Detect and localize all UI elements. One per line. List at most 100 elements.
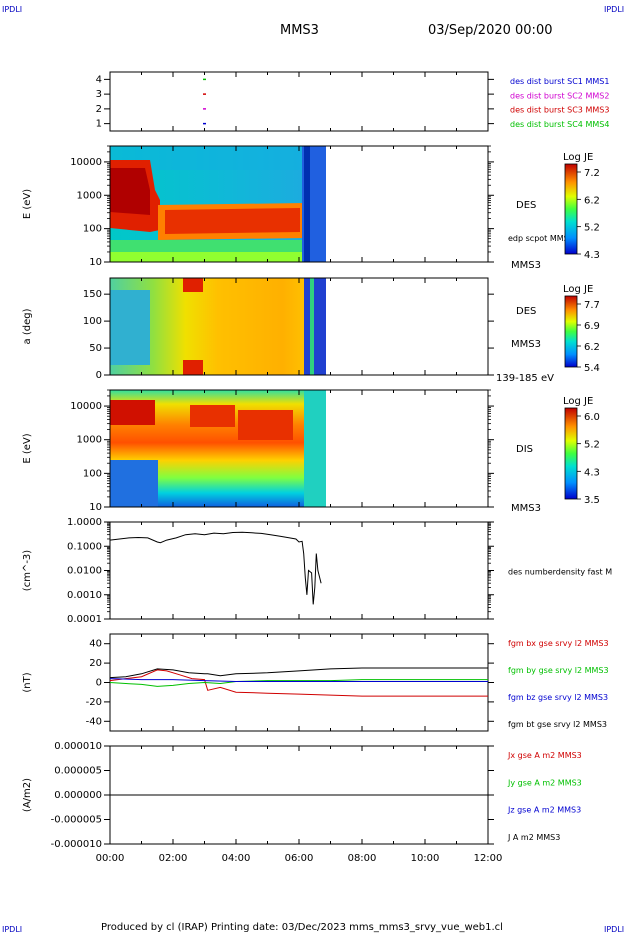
panel-frame: [109, 633, 489, 732]
corner-label-tl: IPDLI: [2, 5, 22, 14]
y-tick-label: 4: [96, 74, 102, 85]
y-tick-label: 10: [89, 257, 102, 268]
page-date: 03/Sep/2020 00:00: [428, 23, 552, 38]
legend-entry: des dist burst SC1 MMS1: [510, 77, 609, 86]
legend-entry: fgm by gse srvy l2 MMS3: [508, 666, 609, 675]
y-axis-label: E (eV): [22, 433, 33, 463]
y-tick-label: -0.000005: [51, 815, 102, 826]
x-tick-label: 10:00: [411, 853, 440, 864]
y-tick-label: 2: [96, 104, 102, 115]
panel-frame: [109, 521, 489, 620]
x-tick-label: 02:00: [159, 853, 188, 864]
colorbar-tick-label: 4.3: [584, 467, 600, 478]
panel-right-label: DIS: [516, 444, 533, 455]
y-axis-label: (A/m2): [22, 778, 33, 812]
legend-entry: Jy gse A m2 MMS3: [507, 778, 582, 787]
colorbar-title: Log JE: [563, 152, 593, 163]
y-axis-label: a (deg): [22, 308, 33, 344]
des-energy-warm-belt-core: [165, 208, 300, 234]
colorbar-tick-label: 3.5: [584, 495, 600, 506]
panel-frame: [109, 71, 489, 132]
des-energy-hot-core: [110, 168, 150, 215]
y-axis-label: (cm^-3): [22, 550, 33, 591]
panel-right-label: 139-185 eV: [496, 373, 554, 384]
dis-energy-blue-left: [110, 460, 158, 507]
legend-entry: fgm bz gse srvy l2 MMS3: [508, 693, 608, 702]
dis-energy-hot-top: [110, 400, 155, 425]
des-energy-end-strip-dark: [304, 146, 310, 262]
des-pitch-hot-top: [183, 278, 203, 292]
y-tick-label: 1.0000: [67, 517, 102, 528]
colorbar-tick-label: 6.0: [584, 412, 600, 423]
y-tick-label: 1000: [77, 435, 102, 446]
y-tick-label: 10000: [70, 157, 102, 168]
y-tick-label: 3: [96, 89, 102, 100]
series-line: [109, 679, 488, 687]
colorbar-tick-label: 6.2: [584, 342, 600, 353]
y-tick-label: 100: [83, 468, 102, 479]
colorbar-tick-label: 4.3: [584, 250, 600, 261]
des-pitch-hot-bottom: [183, 360, 203, 375]
y-axis-label: (nT): [22, 672, 33, 692]
legend-entry: fgm bt gse srvy l2 MMS3: [508, 720, 607, 729]
x-tick-label: 04:00: [222, 853, 251, 864]
panel-right-label: DES: [516, 200, 536, 211]
panel-right-label: DES: [516, 306, 536, 317]
colorbar-tick-label: 5.2: [584, 440, 600, 451]
x-tick-label: 12:00: [474, 853, 503, 864]
y-tick-label: 0.0001: [67, 614, 102, 625]
dis-energy-hot-right: [238, 410, 293, 440]
y-tick-label: 50: [89, 343, 102, 354]
page-title: MMS3: [280, 23, 319, 38]
series-line: [109, 667, 488, 679]
legend-entry: des dist burst SC3 MMS3: [510, 106, 609, 115]
des-pitch-end-strip-green: [310, 278, 314, 375]
panel-right-label: MMS3: [511, 339, 541, 350]
series-line: [109, 678, 488, 682]
colorbar-tick-label: 5.4: [584, 363, 600, 374]
x-tick-label: 08:00: [348, 853, 377, 864]
panel-right-label: edp scpot MMS3: [508, 234, 574, 243]
x-tick-label: 00:00: [96, 853, 125, 864]
colorbar-tick-label: 6.9: [584, 321, 600, 332]
footer-text: Produced by cl (IRAP) Printing date: 03/…: [101, 922, 503, 933]
colorbar: [564, 407, 578, 500]
dis-energy-end-strip: [304, 390, 326, 507]
y-tick-label: 0: [96, 370, 102, 381]
y-tick-label: 1: [96, 119, 102, 130]
legend-entry: des numberdensity fast M: [508, 568, 612, 577]
colorbar-tick-label: 7.2: [584, 168, 600, 179]
legend-entry: des dist burst SC2 MMS2: [510, 91, 609, 100]
y-tick-label: 40: [89, 639, 102, 650]
des-energy-bottom-band: [110, 252, 326, 262]
y-tick-label: -0.000010: [51, 839, 102, 850]
colorbar-tick-label: 5.2: [584, 223, 600, 234]
y-tick-label: 0.1000: [67, 541, 102, 552]
panel-right-label: MMS3: [511, 260, 541, 271]
x-tick-label: 06:00: [285, 853, 314, 864]
y-tick-label: 1000: [77, 190, 102, 201]
legend-entry: fgm bx gse srvy l2 MMS3: [508, 639, 609, 648]
y-tick-label: 0: [96, 678, 102, 689]
corner-label-bl: IPDLI: [2, 925, 22, 934]
colorbar: [564, 295, 578, 368]
colorbar-title: Log JE: [563, 396, 593, 407]
corner-label-br: IPDLI: [604, 925, 624, 934]
colorbar-tick-label: 6.2: [584, 195, 600, 206]
legend-entry: Jx gse A m2 MMS3: [507, 751, 582, 760]
y-tick-label: 0.000000: [54, 790, 102, 801]
y-tick-label: 20: [89, 658, 102, 669]
y-axis-label: E (eV): [22, 189, 33, 219]
y-tick-label: 100: [83, 224, 102, 235]
y-tick-label: 0.0010: [67, 590, 102, 601]
colorbar: [564, 163, 578, 255]
y-tick-label: 150: [83, 289, 102, 300]
des-pitch-end-strip: [304, 278, 326, 375]
panel-right-label: MMS3: [511, 503, 541, 514]
legend-entry: Jz gse A m2 MMS3: [507, 806, 581, 815]
colorbar-tick-label: 7.7: [584, 300, 600, 311]
y-tick-label: 10000: [70, 401, 102, 412]
corner-label-tr: IPDLI: [604, 5, 624, 14]
series-line: [109, 669, 488, 697]
